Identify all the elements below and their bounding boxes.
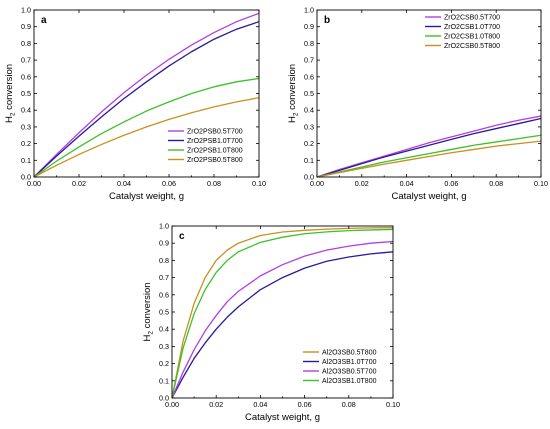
y-tick-label: 0.2 — [304, 139, 314, 148]
chart-panel-c: 0.00 0.02 0.04 0.06 0.08 0.10 0.0 0.1 0.2 0.3 0.4 0… — [142, 222, 400, 424]
legend-entry: Al2O3SB1.0T800 — [322, 378, 377, 385]
y-tick-label: 0.5 — [159, 308, 169, 317]
y-tick-label: 0.4 — [21, 106, 31, 115]
x-tick-label: 0.04 — [400, 179, 414, 188]
legend-entry: ZrO2PSB0.5T800 — [187, 157, 243, 164]
chart-panel-b: 0.00 0.02 0.04 0.06 0.08 0.10 0.0 0.1 0.2 0.3 0.4 0… — [287, 6, 548, 203]
series-line-c-1 — [171, 251, 394, 399]
x-tick-label: 0.04 — [117, 179, 131, 188]
chart-panel-a: 0.00 0.02 0.04 0.06 0.08 0.10 0.0 0.1 0.2 0.3 0.4 0… — [4, 6, 266, 203]
x-axis-label: Catalyst weight, g — [245, 412, 320, 423]
x-tick-label: 0.10 — [534, 179, 548, 188]
panel-label: b — [324, 15, 330, 26]
series-line-b-2 — [316, 134, 542, 178]
y-tick-label: 0.7 — [159, 273, 169, 282]
y-tick-label: 0.3 — [21, 122, 31, 131]
y-tick-label: 0.2 — [159, 359, 169, 368]
x-tick-label: 0.00 — [165, 400, 179, 409]
panel-label: c — [179, 231, 185, 242]
x-tick-label: 0.06 — [444, 179, 458, 188]
y-tick-label: 0.5 — [21, 89, 31, 98]
y-tick-label: 0.8 — [21, 39, 31, 48]
y-tick-label: 0.0 — [304, 173, 314, 182]
x-tick-label: 0.00 — [310, 179, 324, 188]
y-tick-label: 0.6 — [21, 72, 31, 81]
x-tick-label: 0.10 — [386, 400, 400, 409]
legend-entry: Al2O3SB1.0T700 — [322, 359, 377, 366]
plot-frame — [316, 9, 542, 178]
y-tick-label: 1.0 — [304, 6, 314, 15]
y-axis-label: H2 conversion — [287, 64, 300, 123]
series-line-b-1 — [316, 117, 542, 178]
legend-entry: ZrO2CSB1.0T800 — [444, 34, 500, 41]
y-tick-label: 0.4 — [304, 106, 314, 115]
x-tick-label: 0.02 — [209, 400, 223, 409]
legend-entry: Al2O3SB0.5T700 — [322, 369, 377, 376]
x-tick-label: 0.04 — [253, 400, 267, 409]
x-tick-label: 0.10 — [252, 179, 266, 188]
legend-entry: ZrO2PSB1.0T700 — [187, 138, 243, 145]
legend: Al2O3SB0.5T800 Al2O3SB1.0T700 Al2O3SB0.5T7… — [303, 350, 377, 385]
series-line-b-0 — [316, 115, 542, 178]
x-tick-label: 0.08 — [342, 400, 356, 409]
y-tick-label: 0.1 — [21, 156, 31, 165]
x-axis-label: Catalyst weight, g — [392, 191, 467, 202]
y-tick-label: 0.7 — [21, 56, 31, 65]
y-tick-label: 0.3 — [159, 342, 169, 351]
x-tick-label: 0.02 — [355, 179, 369, 188]
legend-entry: ZrO2CSB1.0T700 — [444, 24, 500, 31]
x-tick-label: 0.06 — [162, 179, 176, 188]
y-tick-label: 0.9 — [21, 22, 31, 31]
y-tick-label: 0.6 — [304, 72, 314, 81]
series-line-c-2 — [171, 240, 394, 399]
y-tick-label: 0.0 — [159, 394, 169, 403]
y-tick-label: 1.0 — [159, 222, 169, 231]
y-axis-label: H2 conversion — [142, 282, 155, 341]
series-line-a-2 — [33, 77, 260, 178]
series-line-a-1 — [33, 21, 260, 178]
legend-entry: ZrO2CSB0.5T800 — [444, 43, 500, 50]
series-line-c-0 — [171, 227, 394, 399]
legend: ZrO2CSB0.5T700 ZrO2CSB1.0T700 ZrO2CSB1.0T8… — [425, 15, 500, 50]
y-axis-label: H2 conversion — [4, 64, 17, 123]
y-tick-label: 0.0 — [21, 173, 31, 182]
legend-entry: ZrO2PSB1.0T800 — [187, 148, 243, 155]
series-line-a-3 — [33, 97, 260, 178]
y-tick-label: 1.0 — [21, 6, 31, 15]
legend-entry: ZrO2CSB0.5T700 — [444, 15, 500, 22]
y-tick-label: 0.3 — [304, 122, 314, 131]
legend-entry: ZrO2PSB0.5T700 — [187, 129, 243, 136]
x-tick-label: 0.08 — [489, 179, 503, 188]
y-tick-label: 0.9 — [159, 239, 169, 248]
panel-label: a — [41, 15, 47, 26]
y-tick-label: 0.9 — [304, 22, 314, 31]
y-tick-label: 0.8 — [304, 39, 314, 48]
x-tick-label: 0.00 — [27, 179, 41, 188]
y-tick-label: 0.6 — [159, 290, 169, 299]
y-tick-label: 0.1 — [159, 376, 169, 385]
y-tick-label: 0.4 — [159, 325, 169, 334]
x-tick-label: 0.02 — [72, 179, 86, 188]
x-tick-label: 0.08 — [207, 179, 221, 188]
legend: ZrO2PSB0.5T700 ZrO2PSB1.0T700 ZrO2PSB1.0T8… — [168, 129, 243, 164]
x-tick-label: 0.06 — [298, 400, 312, 409]
legend-entry: Al2O3SB0.5T800 — [322, 350, 377, 357]
y-tick-label: 0.1 — [304, 156, 314, 165]
series-line-a-0 — [33, 12, 260, 178]
x-axis-label: Catalyst weight, g — [109, 191, 184, 202]
y-tick-label: 0.2 — [21, 139, 31, 148]
y-tick-label: 0.7 — [304, 56, 314, 65]
y-tick-label: 0.8 — [159, 256, 169, 265]
series-line-b-3 — [316, 140, 542, 178]
series-line-c-3 — [171, 228, 394, 399]
y-tick-label: 0.5 — [304, 89, 314, 98]
